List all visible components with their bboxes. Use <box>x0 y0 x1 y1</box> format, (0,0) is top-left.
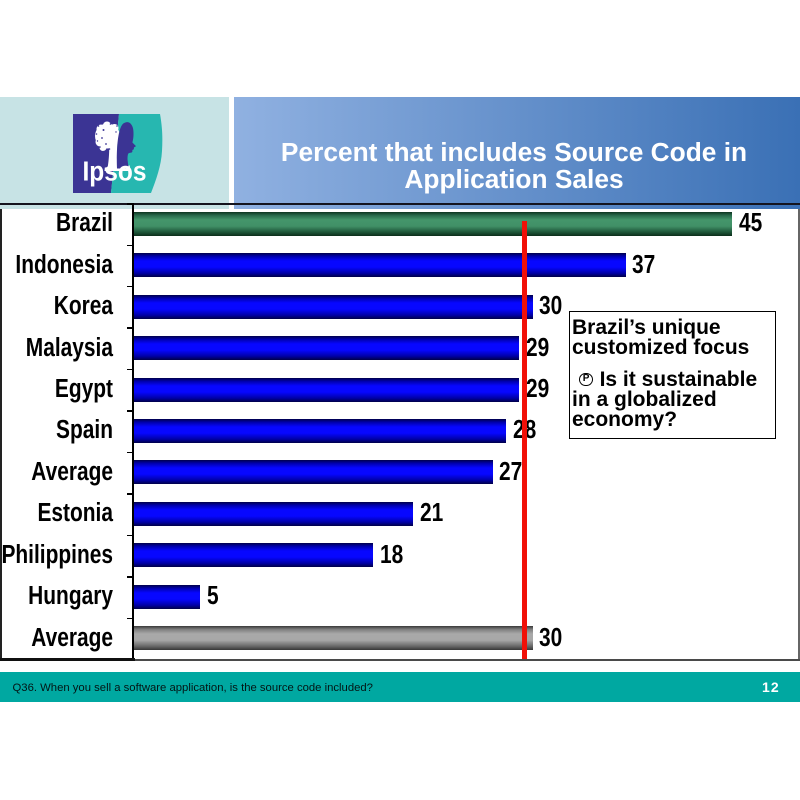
svg-text:Ipsos: Ipsos <box>82 156 146 187</box>
